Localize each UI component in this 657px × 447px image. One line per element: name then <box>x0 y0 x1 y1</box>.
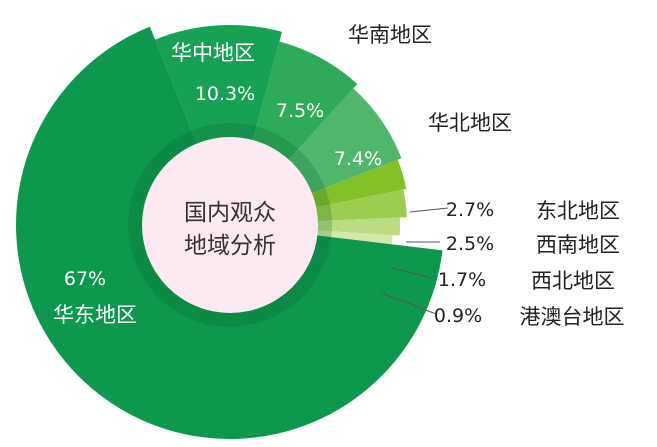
slice-value-label: 7.4% <box>334 148 382 170</box>
slice-value-label: 10.3% <box>195 83 255 105</box>
slice-name-label: 华东地区 <box>53 303 137 327</box>
slice-name-label: 华北地区 <box>428 111 512 135</box>
slice-value-label: 1.7% <box>438 269 486 291</box>
slice-value-label: 2.5% <box>446 233 494 255</box>
slice-name-label: 华中地区 <box>171 41 255 65</box>
slice-name-label: 西北地区 <box>531 269 615 293</box>
slice-value-label: 0.9% <box>434 305 482 327</box>
slice-value-label: 7.5% <box>276 100 324 122</box>
slice-name-label: 华南地区 <box>348 23 432 47</box>
leader-line <box>409 207 449 213</box>
slice-0 <box>155 25 283 226</box>
leader-line <box>381 292 437 315</box>
center-circle <box>142 137 318 313</box>
slice-name-label: 西南地区 <box>536 233 620 257</box>
chart-title-line-1: 国内观众 <box>184 200 276 226</box>
chart-title-line-2: 地域分析 <box>184 233 276 259</box>
slice-value-label: 67% <box>64 268 106 290</box>
slice-value-label: 2.7% <box>446 199 494 221</box>
leader-line <box>391 267 433 279</box>
slice-name-label: 东北地区 <box>536 199 620 223</box>
slice-name-label: 港澳台地区 <box>520 305 625 329</box>
